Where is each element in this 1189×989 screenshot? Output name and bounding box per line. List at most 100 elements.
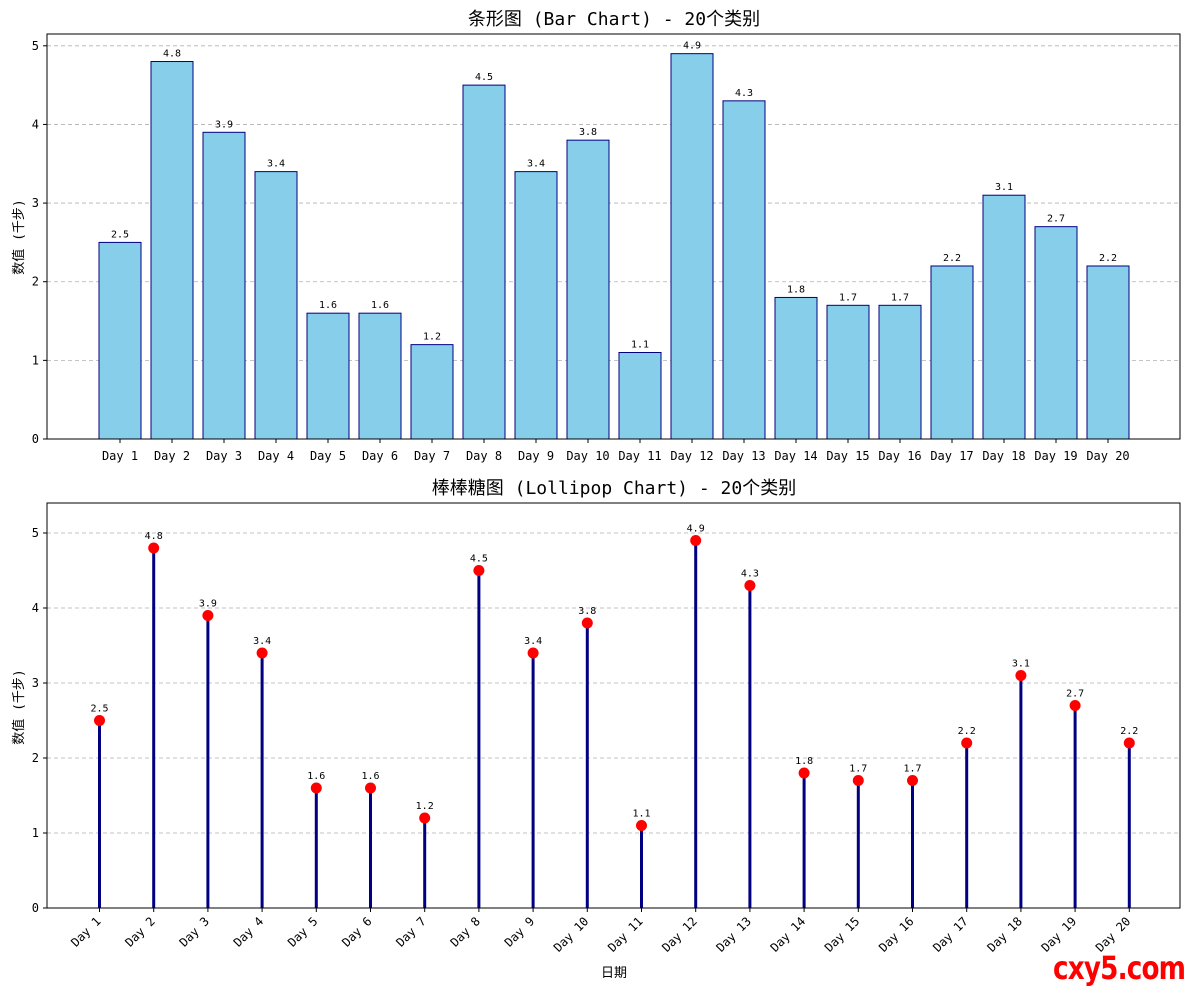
lollipop-marker — [365, 782, 376, 794]
bar-data-label: 2.2 — [943, 253, 961, 264]
lollipop-xtick-label: Day 11 — [605, 914, 646, 955]
lollipop-ytick-label: 5 — [32, 526, 39, 540]
lollipop-data-label: 4.9 — [687, 524, 705, 535]
lollipop-marker — [852, 775, 864, 786]
bar — [566, 139, 610, 440]
bar — [982, 194, 1026, 440]
lollipop-chart-y-ticks: 0 1 2 3 4 5 — [32, 526, 47, 915]
lollipop-marker — [581, 617, 593, 629]
lollipop-marker — [473, 565, 485, 576]
bar-ytick-label: 4 — [32, 117, 39, 131]
lollipop-xtick-label: Day 5 — [285, 914, 320, 949]
lollipop-ytick-label: 1 — [32, 826, 39, 840]
bar-data-label: 4.9 — [683, 41, 701, 52]
lollipop-data-label: 4.5 — [470, 554, 488, 565]
bar-xtick-label: Day 7 — [414, 449, 450, 463]
bar-chart-bars — [98, 53, 1130, 440]
lollipop-xtick-label: Day 2 — [122, 914, 157, 949]
lollipop-data-label: 1.2 — [416, 801, 434, 812]
lollipop-data-label: 1.7 — [903, 764, 921, 775]
bar-chart-data-labels: 2.5 4.8 3.9 3.4 1.6 1.6 1.2 4.5 3.4 3.8 1.1 4.9 4.3 1… — [111, 41, 1117, 351]
bar — [410, 344, 454, 440]
bar-data-label: 2.5 — [111, 229, 129, 240]
lollipop-data-label: 2.2 — [958, 726, 976, 737]
lollipop-marker — [148, 542, 160, 554]
lollipop-data-label: 3.1 — [1012, 659, 1030, 670]
bar — [618, 351, 662, 440]
bar-data-label: 2.2 — [1099, 253, 1117, 264]
bar-data-label: 4.5 — [475, 72, 493, 83]
bar — [254, 171, 298, 440]
bar-xtick-label: Day 1 — [102, 449, 138, 463]
bar-xtick-label: Day 11 — [618, 449, 661, 463]
lollipop-marker — [961, 737, 973, 749]
bar-chart: 条形图 (Bar Chart) - 20个类别 2.5 4.8 3.9 3.4 1.6 1… — [11, 9, 1181, 463]
lollipop-ytick-label: 4 — [32, 601, 39, 615]
lollipop-chart-stems — [94, 535, 1135, 908]
bar-data-label: 2.7 — [1047, 214, 1065, 225]
lollipop-xtick-label: Day 3 — [177, 914, 212, 949]
bar-xtick-label: Day 20 — [1086, 449, 1129, 463]
lollipop-xtick-label: Day 16 — [876, 914, 917, 955]
bar-xtick-label: Day 13 — [722, 449, 765, 463]
bar-data-label: 1.6 — [371, 300, 389, 311]
bar-xtick-label: Day 10 — [566, 449, 609, 463]
lollipop-xtick-label: Day 9 — [502, 914, 537, 949]
bar-xtick-label: Day 19 — [1034, 449, 1077, 463]
bar — [98, 241, 142, 440]
bar-data-label: 1.7 — [839, 292, 857, 303]
lollipop-chart-data-labels: 2.5 4.8 3.9 3.4 1.6 1.6 1.2 4.5 3.4 3.8 1.1 4.9 4.3 1… — [90, 524, 1138, 820]
bar-xtick-label: Day 9 — [518, 449, 554, 463]
bar-xtick-label: Day 17 — [930, 449, 973, 463]
bar-xtick-label: Day 18 — [982, 449, 1025, 463]
bar-xtick-label: Day 6 — [362, 449, 398, 463]
lollipop-marker — [744, 580, 756, 591]
lollipop-chart-ylabel: 数值 (千步) — [11, 669, 27, 744]
lollipop-marker — [94, 715, 105, 726]
lollipop-marker — [202, 610, 214, 621]
lollipop-chart-axes-frame — [46, 502, 1181, 909]
bar — [774, 296, 818, 440]
lollipop-marker — [1069, 700, 1081, 711]
lollipop-data-label: 1.6 — [361, 771, 379, 782]
bar — [462, 84, 506, 440]
lollipop-data-label: 3.4 — [253, 636, 271, 647]
lollipop-data-label: 4.8 — [145, 531, 163, 542]
lollipop-ytick-label: 0 — [32, 901, 39, 915]
bar-xtick-label: Day 8 — [466, 449, 502, 463]
bar-ytick-label: 2 — [32, 275, 39, 289]
bar-data-label: 1.2 — [423, 332, 441, 343]
lollipop-xtick-label: Day 17 — [930, 914, 971, 955]
lollipop-chart-title: 棒棒糖图 (Lollipop Chart) - 20个类别 — [432, 478, 796, 499]
bar — [1034, 226, 1078, 440]
bar-data-label: 1.1 — [631, 339, 649, 350]
lollipop-data-label: 1.1 — [632, 809, 650, 820]
lollipop-chart: 棒棒糖图 (Lollipop Chart) - 20个类别 2.5 4.8 3.9 3… — [11, 478, 1181, 981]
lollipop-data-label: 3.4 — [524, 636, 542, 647]
bar-data-label: 1.6 — [319, 300, 337, 311]
bar-xtick-label: Day 3 — [206, 449, 242, 463]
bar-xtick-label: Day 15 — [826, 449, 869, 463]
lollipop-xtick-label: Day 10 — [551, 914, 592, 955]
bar-chart-title: 条形图 (Bar Chart) - 20个类别 — [468, 9, 760, 30]
bar — [306, 312, 350, 440]
bar-ytick-label: 1 — [32, 353, 39, 367]
lollipop-ytick-label: 3 — [32, 676, 39, 690]
bar — [1086, 265, 1130, 440]
lollipop-data-label: 1.6 — [307, 771, 325, 782]
bar-data-label: 3.4 — [527, 159, 545, 170]
lollipop-xtick-label: Day 8 — [448, 914, 483, 949]
lollipop-data-label: 2.5 — [90, 704, 108, 715]
lollipop-xtick-label: Day 7 — [393, 914, 428, 949]
lollipop-marker — [310, 782, 322, 794]
bar-data-label: 3.1 — [995, 182, 1013, 193]
lollipop-marker — [527, 647, 539, 659]
bar-ytick-label: 5 — [32, 39, 39, 53]
bar-data-label: 3.8 — [579, 127, 597, 138]
bar — [358, 312, 402, 440]
lollipop-marker — [690, 535, 702, 546]
lollipop-xtick-label: Day 15 — [822, 914, 863, 955]
lollipop-xtick-label: Day 1 — [68, 914, 103, 949]
bar — [514, 171, 558, 440]
bar-ytick-label: 3 — [32, 196, 39, 210]
